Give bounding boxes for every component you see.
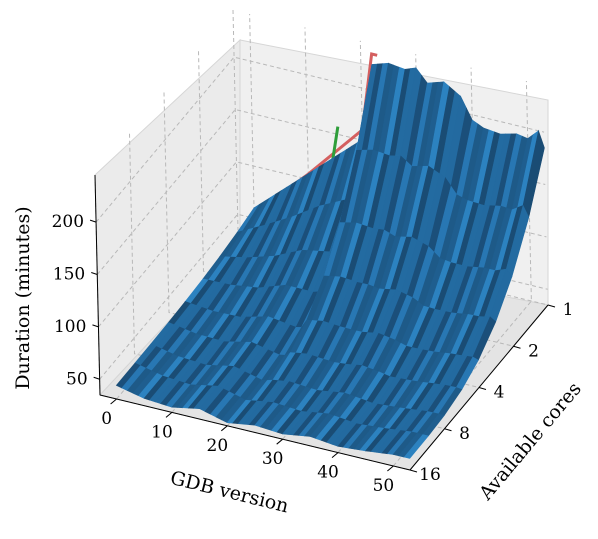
y-axis-title: Available cores: [474, 378, 585, 505]
y-tick-mark: [547, 304, 556, 308]
surface: [115, 62, 545, 459]
z-tick-mark: [92, 324, 99, 328]
z-tick-label: 150: [53, 265, 85, 285]
z-axis-line: [94, 174, 101, 396]
z-tick-label: 200: [52, 212, 84, 232]
grid-line-y: [163, 92, 480, 388]
y-tick-mark: [478, 387, 487, 390]
y-tick-label: 8: [459, 424, 470, 444]
x-tick-mark: [221, 425, 228, 432]
y-tick-mark: [513, 345, 521, 349]
x-tick-mark: [387, 465, 394, 472]
z-tick-mark: [91, 272, 98, 275]
grid-line-y: [198, 51, 514, 347]
x-tick-label: 10: [151, 422, 173, 442]
grid-line-y: [129, 133, 445, 430]
z-tick-mark: [93, 376, 100, 380]
y-tick-label: 2: [528, 341, 539, 361]
x-axis-line: [99, 394, 411, 471]
x-tick-label: 40: [317, 463, 339, 483]
z-axis-title: Duration (minutes): [12, 206, 34, 389]
x-tick-label: 30: [262, 449, 284, 469]
y-tick-label: 4: [494, 383, 505, 403]
y-tick-mark: [409, 469, 418, 473]
z-tick-label: 100: [54, 317, 86, 337]
x-axis-title: GDB version: [168, 467, 291, 518]
y-tick-label: 16: [419, 465, 441, 485]
x-tick-label: 50: [373, 476, 395, 496]
ticks: 0 10 20 30 40 50 1 2 4 8 16 50 100 150 200: [52, 212, 574, 496]
z-tick-mark: [89, 219, 97, 223]
x-tick-label: 20: [207, 436, 229, 456]
x-tick-mark: [110, 398, 117, 405]
surface-facet: [403, 434, 429, 459]
x-tick-mark: [331, 452, 339, 458]
x-tick-mark: [276, 438, 283, 445]
x-tick-label: 0: [101, 409, 112, 429]
y-tick-label: 1: [563, 300, 574, 320]
y-tick-mark: [444, 428, 452, 432]
x-tick-mark: [165, 412, 173, 418]
z-tick-label: 50: [66, 369, 88, 389]
grid-line-y: [232, 9, 549, 306]
